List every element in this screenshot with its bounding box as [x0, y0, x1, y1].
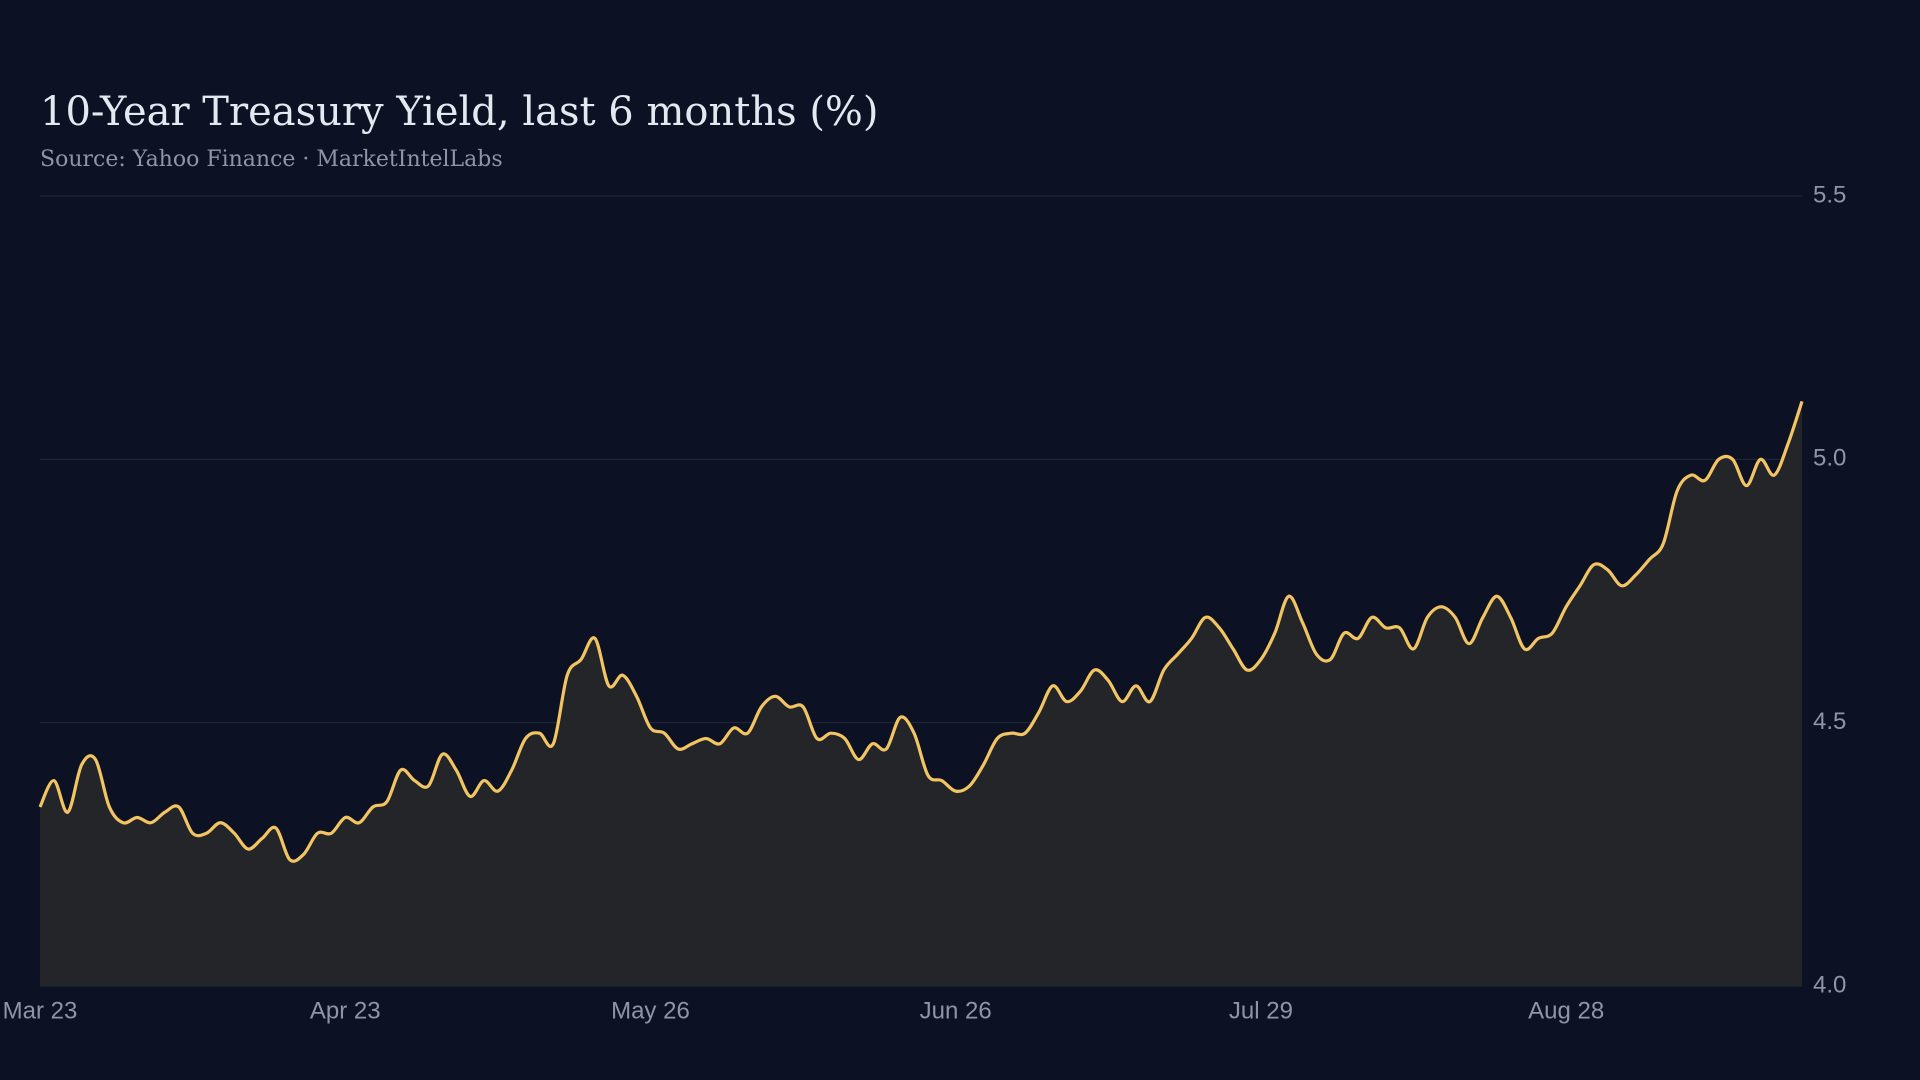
area-fill [40, 401, 1802, 986]
chart-title: 10-Year Treasury Yield, last 6 months (%… [40, 89, 879, 135]
x-tick-label: Aug 28 [1528, 997, 1604, 1024]
y-tick-label: 4.0 [1813, 971, 1846, 998]
y-tick-label: 5.5 [1813, 181, 1846, 208]
line [38, 400, 1804, 863]
chart-subtitle: Source: Yahoo Finance · MarketIntelLabs [40, 147, 503, 172]
x-tick-label: Jun 26 [920, 997, 992, 1024]
x-tick-label: Jul 29 [1229, 997, 1293, 1024]
x-tick-label: May 26 [611, 997, 690, 1024]
x-tick-label: Mar 23 [3, 997, 78, 1024]
x-tick-label: Apr 23 [310, 997, 381, 1024]
y-tick-label: 5.0 [1813, 445, 1846, 472]
y-tick-label: 4.5 [1813, 708, 1846, 735]
